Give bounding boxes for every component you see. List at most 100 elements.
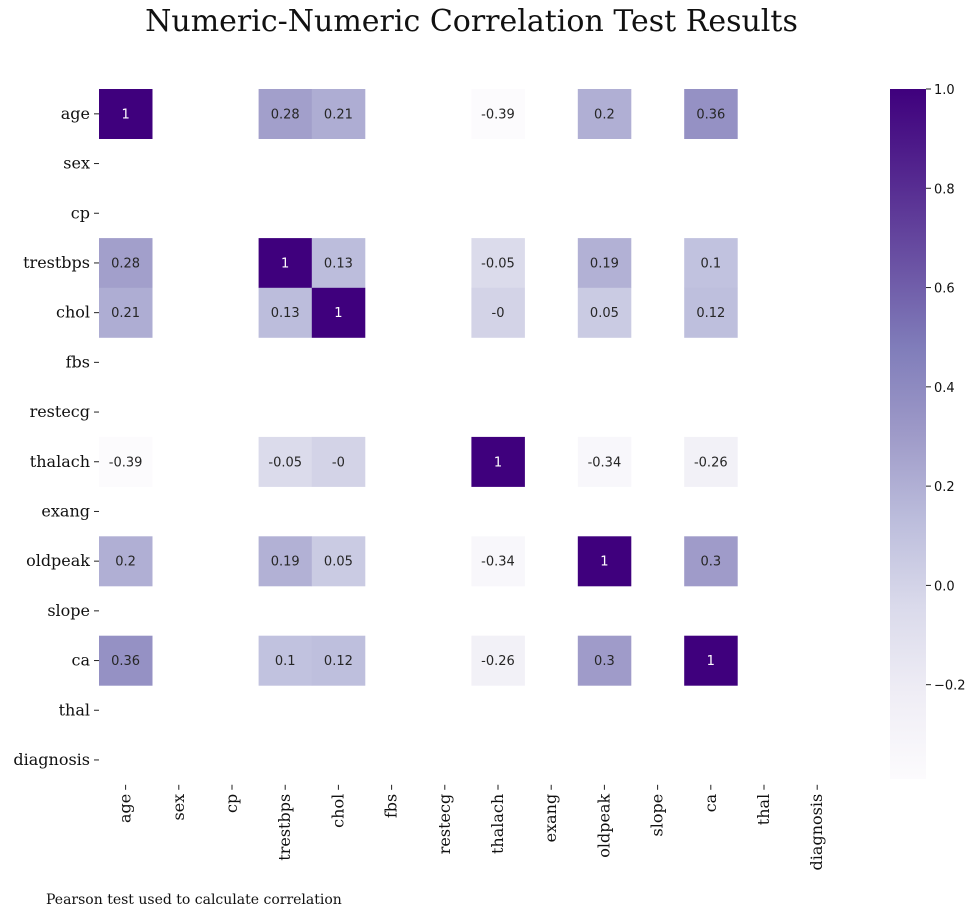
heatmap-cell-trestbps-oldpeak <box>577 238 632 289</box>
y-tick-label-cp: cp <box>71 203 90 222</box>
cell-value-label: -0 <box>332 455 345 470</box>
colorbar-tick-label: 0.2 <box>934 480 955 495</box>
colorbar-ticks: 1.0 0.8 0.6 0.4 0.2 0.0 −0.2 <box>926 83 966 694</box>
y-tick-label-slope: slope <box>47 601 90 620</box>
y-tick-label-ca: ca <box>72 651 91 670</box>
cell-value-label: 1 <box>600 555 608 570</box>
heatmap-cell-ca-ca <box>684 635 738 686</box>
cell-value-label: 0.3 <box>594 654 615 669</box>
y-tick-label-sex: sex <box>63 154 90 173</box>
heatmap-cell-ca-age <box>99 635 153 686</box>
heatmap-cell-trestbps-trestbps <box>258 238 313 289</box>
cell-value-label: -0.34 <box>588 455 622 470</box>
cell-value-label: 0.19 <box>271 555 300 570</box>
cell-value-label: 0.12 <box>324 654 353 669</box>
heatmap-cell-thalach-ca <box>684 436 738 487</box>
chart-title: Numeric-Numeric Correlation Test Results <box>145 4 798 39</box>
heatmap-cell-ca-oldpeak <box>577 635 632 686</box>
heatmap-cell-trestbps-chol <box>311 238 366 289</box>
heatmap-cell-age-age <box>99 89 153 139</box>
heatmap-cell-thalach-chol <box>311 436 366 487</box>
colorbar-tick-label: 0.0 <box>934 579 955 594</box>
x-axis-tick-labels: age sex cp trestbps chol fbs restecg thalach exa… <box>116 784 826 871</box>
colorbar-tick-label: 0.8 <box>934 182 955 197</box>
y-tick-label-trestbps: trestbps <box>23 253 90 272</box>
x-tick-label-cp: cp <box>222 794 241 813</box>
cell-value-label: -0.26 <box>481 654 515 669</box>
heatmap-cell-trestbps-thalach <box>471 238 525 289</box>
heatmap-cell-ca-chol <box>311 635 366 686</box>
cell-value-label: 0.19 <box>590 256 619 271</box>
heatmap-cell-oldpeak-oldpeak <box>577 536 632 587</box>
y-tick-label-diagnosis: diagnosis <box>13 750 90 769</box>
cell-value-label: -0 <box>492 306 505 321</box>
cell-value-label: 0.12 <box>696 306 725 321</box>
heatmap-cell-age-trestbps <box>258 89 313 139</box>
cell-value-label: 0.28 <box>271 107 300 122</box>
cell-value-label: 1 <box>121 107 129 122</box>
heatmap-cell-chol-ca <box>684 287 738 338</box>
cell-value-label: 0.21 <box>111 306 140 321</box>
cell-value-label: 0.13 <box>271 306 300 321</box>
heatmap-cell-oldpeak-chol <box>311 536 366 587</box>
cell-value-label: -0.39 <box>481 107 515 122</box>
heatmap-cell-oldpeak-ca <box>684 536 738 587</box>
colorbar-gradient <box>890 89 926 779</box>
heatmap-cell-chol-trestbps <box>258 287 313 338</box>
cell-value-label: -0.39 <box>109 455 143 470</box>
cell-value-label: 1 <box>281 256 289 271</box>
x-tick-label-slope: slope <box>648 794 667 837</box>
x-tick-label-oldpeak: oldpeak <box>594 793 613 857</box>
heatmap-cell-thalach-age <box>99 436 153 487</box>
x-tick-label-fbs: fbs <box>382 794 401 818</box>
y-tick-label-restecg: restecg <box>30 402 90 421</box>
x-tick-label-thal: thal <box>754 794 773 825</box>
heatmap-cell-trestbps-age <box>99 238 153 289</box>
colorbar-tick-label: 1.0 <box>934 83 955 98</box>
cell-value-label: 0.05 <box>590 306 619 321</box>
y-tick-label-oldpeak: oldpeak <box>26 551 90 570</box>
heatmap-cell-ca-thalach <box>471 635 525 686</box>
cell-value-label: 0.05 <box>324 555 353 570</box>
x-tick-label-age: age <box>116 794 135 823</box>
x-tick-label-exang: exang <box>541 794 560 843</box>
x-tick-label-diagnosis: diagnosis <box>807 794 826 871</box>
x-tick-label-chol: chol <box>328 794 347 828</box>
x-tick-label-ca: ca <box>701 793 720 812</box>
cell-value-label: 1 <box>494 455 502 470</box>
colorbar: 1.0 0.8 0.6 0.4 0.2 0.0 −0.2 <box>890 83 966 779</box>
heatmap-cell-age-ca <box>684 89 738 139</box>
cell-value-label: 0.2 <box>594 107 615 122</box>
cell-value-label: 0.1 <box>700 256 721 271</box>
y-tick-label-thalach: thalach <box>30 452 90 471</box>
cell-value-label: -0.05 <box>268 455 302 470</box>
heatmap-cell-trestbps-ca <box>684 238 738 289</box>
heatmap-cell-oldpeak-age <box>99 536 153 587</box>
heatmap-cell-ca-trestbps <box>258 635 313 686</box>
y-tick-label-fbs: fbs <box>66 352 90 371</box>
x-tick-label-thalach: thalach <box>488 794 507 854</box>
heatmap-cell-chol-chol <box>311 287 366 338</box>
y-tick-label-chol: chol <box>56 303 90 322</box>
heatmap-cell-age-oldpeak <box>577 89 632 139</box>
heatmap-cell-chol-age <box>99 287 153 338</box>
heatmap-cell-chol-oldpeak <box>577 287 632 338</box>
heatmap-cell-chol-thalach <box>471 287 525 338</box>
cell-value-label: 0.21 <box>324 107 353 122</box>
cell-value-label: -0.26 <box>694 455 728 470</box>
heatmap-cell-oldpeak-thalach <box>471 536 525 587</box>
heatmap-cell-age-chol <box>311 89 366 139</box>
cell-value-label: 0.36 <box>696 107 725 122</box>
cell-value-label: 0.13 <box>324 256 353 271</box>
colorbar-tick-label: −0.2 <box>934 679 966 694</box>
y-tick-label-thal: thal <box>59 700 90 719</box>
x-tick-label-restecg: restecg <box>435 794 454 854</box>
x-tick-label-trestbps: trestbps <box>275 794 294 861</box>
cell-value-label: 0.36 <box>111 654 140 669</box>
cell-value-label: 0.3 <box>700 555 721 570</box>
heatmap-cells: 1 0.28 0.21 -0.39 0.2 0.360.28 1 0.13 -0.05 0.19 0… <box>99 89 738 686</box>
heatmap-cell-thalach-oldpeak <box>577 436 632 487</box>
cell-value-label: 1 <box>707 654 715 669</box>
cell-value-label: -0.05 <box>481 256 515 271</box>
